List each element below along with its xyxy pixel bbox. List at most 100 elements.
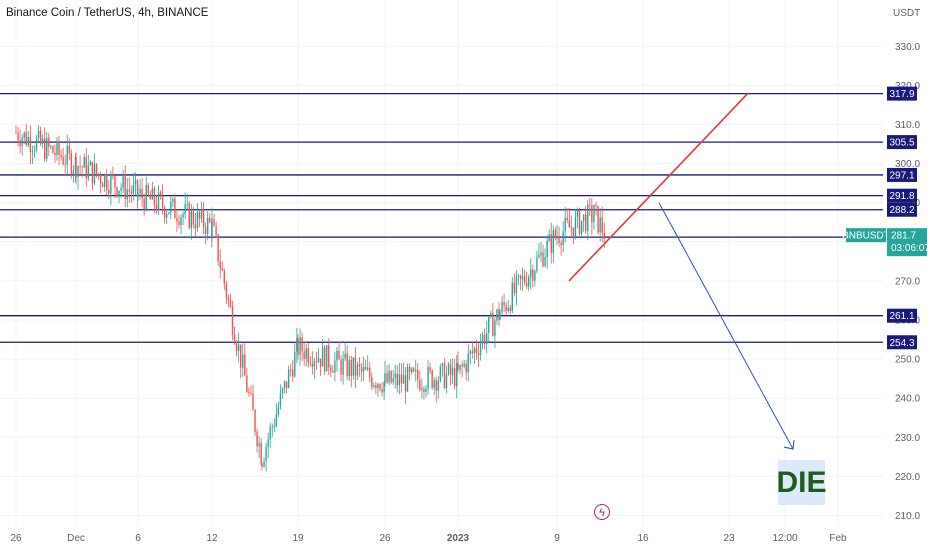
candle: [168, 212, 170, 215]
svg-text:305.5: 305.5: [889, 138, 914, 149]
candle: [443, 358, 446, 390]
candle: [273, 418, 275, 433]
candle: [457, 351, 459, 373]
candle: [128, 177, 130, 203]
level-tag: 254.3: [887, 335, 917, 350]
horizontal-levels[interactable]: [0, 92, 883, 343]
time-tick-label: 12:00: [772, 533, 797, 544]
candle: [176, 208, 178, 233]
candle: [54, 144, 56, 164]
candle: [570, 215, 573, 236]
candle: [174, 193, 176, 219]
candle: [523, 269, 526, 286]
candle: [287, 365, 290, 389]
candle: [540, 242, 542, 263]
candle: [488, 316, 490, 344]
candle: [402, 362, 405, 384]
candle: [126, 178, 128, 208]
candle: [87, 154, 89, 182]
candle: [534, 269, 536, 287]
candle: [70, 149, 73, 179]
candle: [151, 181, 154, 200]
candle: [346, 345, 348, 380]
candle: [75, 152, 77, 185]
candle: [209, 212, 211, 224]
candle: [246, 367, 248, 393]
candle: [400, 363, 403, 393]
candle: [307, 342, 309, 368]
svg-text:291.8: 291.8: [889, 191, 914, 202]
candle: [77, 165, 79, 190]
candle: [408, 363, 411, 381]
level-tags: 317.9305.5297.1291.8288.2281.2261.1254.3…: [842, 86, 930, 350]
candle: [130, 185, 133, 203]
candle: [141, 177, 143, 208]
price-tick-label: 230.0: [895, 433, 920, 444]
candle: [490, 310, 492, 319]
candle: [556, 224, 558, 245]
candle: [369, 362, 371, 382]
candle: [309, 356, 311, 367]
candle: [381, 382, 383, 397]
candle: [15, 125, 17, 135]
price-tick-label: 330.0: [895, 42, 920, 53]
lightning-icon[interactable]: ϟ: [594, 504, 610, 520]
candle: [486, 321, 488, 354]
candles: [15, 123, 605, 472]
candle: [348, 355, 350, 382]
candle: [435, 377, 437, 403]
candle: [336, 347, 338, 372]
candle: [437, 375, 439, 399]
candle: [580, 220, 583, 239]
candle: [204, 222, 207, 245]
candle: [294, 342, 296, 378]
candle: [459, 364, 461, 375]
candle: [170, 196, 172, 220]
candle: [332, 364, 334, 373]
candle: [313, 357, 316, 379]
candle: [83, 153, 85, 168]
candle: [582, 214, 585, 232]
candle: [454, 358, 456, 390]
candle: [211, 207, 213, 242]
candle: [362, 356, 365, 381]
candle: [114, 175, 116, 199]
time-axis[interactable]: 26 Dec 6 12 19 26 2023 9 16 23 12:00 Feb: [10, 533, 847, 544]
drawings[interactable]: [568, 92, 795, 450]
candle: [515, 270, 518, 306]
candle: [79, 155, 81, 175]
candle: [505, 302, 507, 316]
candle: [231, 300, 234, 341]
candle: [258, 436, 260, 459]
candle: [326, 345, 328, 372]
candle: [50, 144, 52, 150]
candle: [593, 204, 595, 217]
candle: [145, 176, 147, 212]
candle: [321, 339, 324, 367]
candle: [227, 294, 230, 308]
candle: [439, 363, 442, 383]
candle: [279, 384, 282, 410]
candle: [110, 170, 112, 206]
candle: [519, 274, 522, 291]
candle: [184, 192, 186, 219]
candle: [118, 190, 120, 204]
candle: [250, 385, 252, 396]
time-tick-label: 23: [723, 533, 735, 544]
candle: [328, 338, 330, 375]
candle: [56, 137, 58, 161]
candle: [166, 208, 168, 224]
price-axis[interactable]: USDT210.0220.0230.0240.0250.0260.0270.02…: [893, 8, 920, 522]
candle: [481, 331, 484, 350]
candle: [417, 363, 419, 389]
die-annotation[interactable]: DIE: [777, 460, 827, 505]
candle: [52, 145, 54, 154]
candle: [501, 295, 503, 316]
candle: [449, 359, 452, 386]
candle: [441, 362, 444, 377]
candle: [364, 359, 367, 371]
candle: [269, 422, 271, 449]
candle: [544, 248, 546, 268]
candle: [396, 365, 398, 393]
